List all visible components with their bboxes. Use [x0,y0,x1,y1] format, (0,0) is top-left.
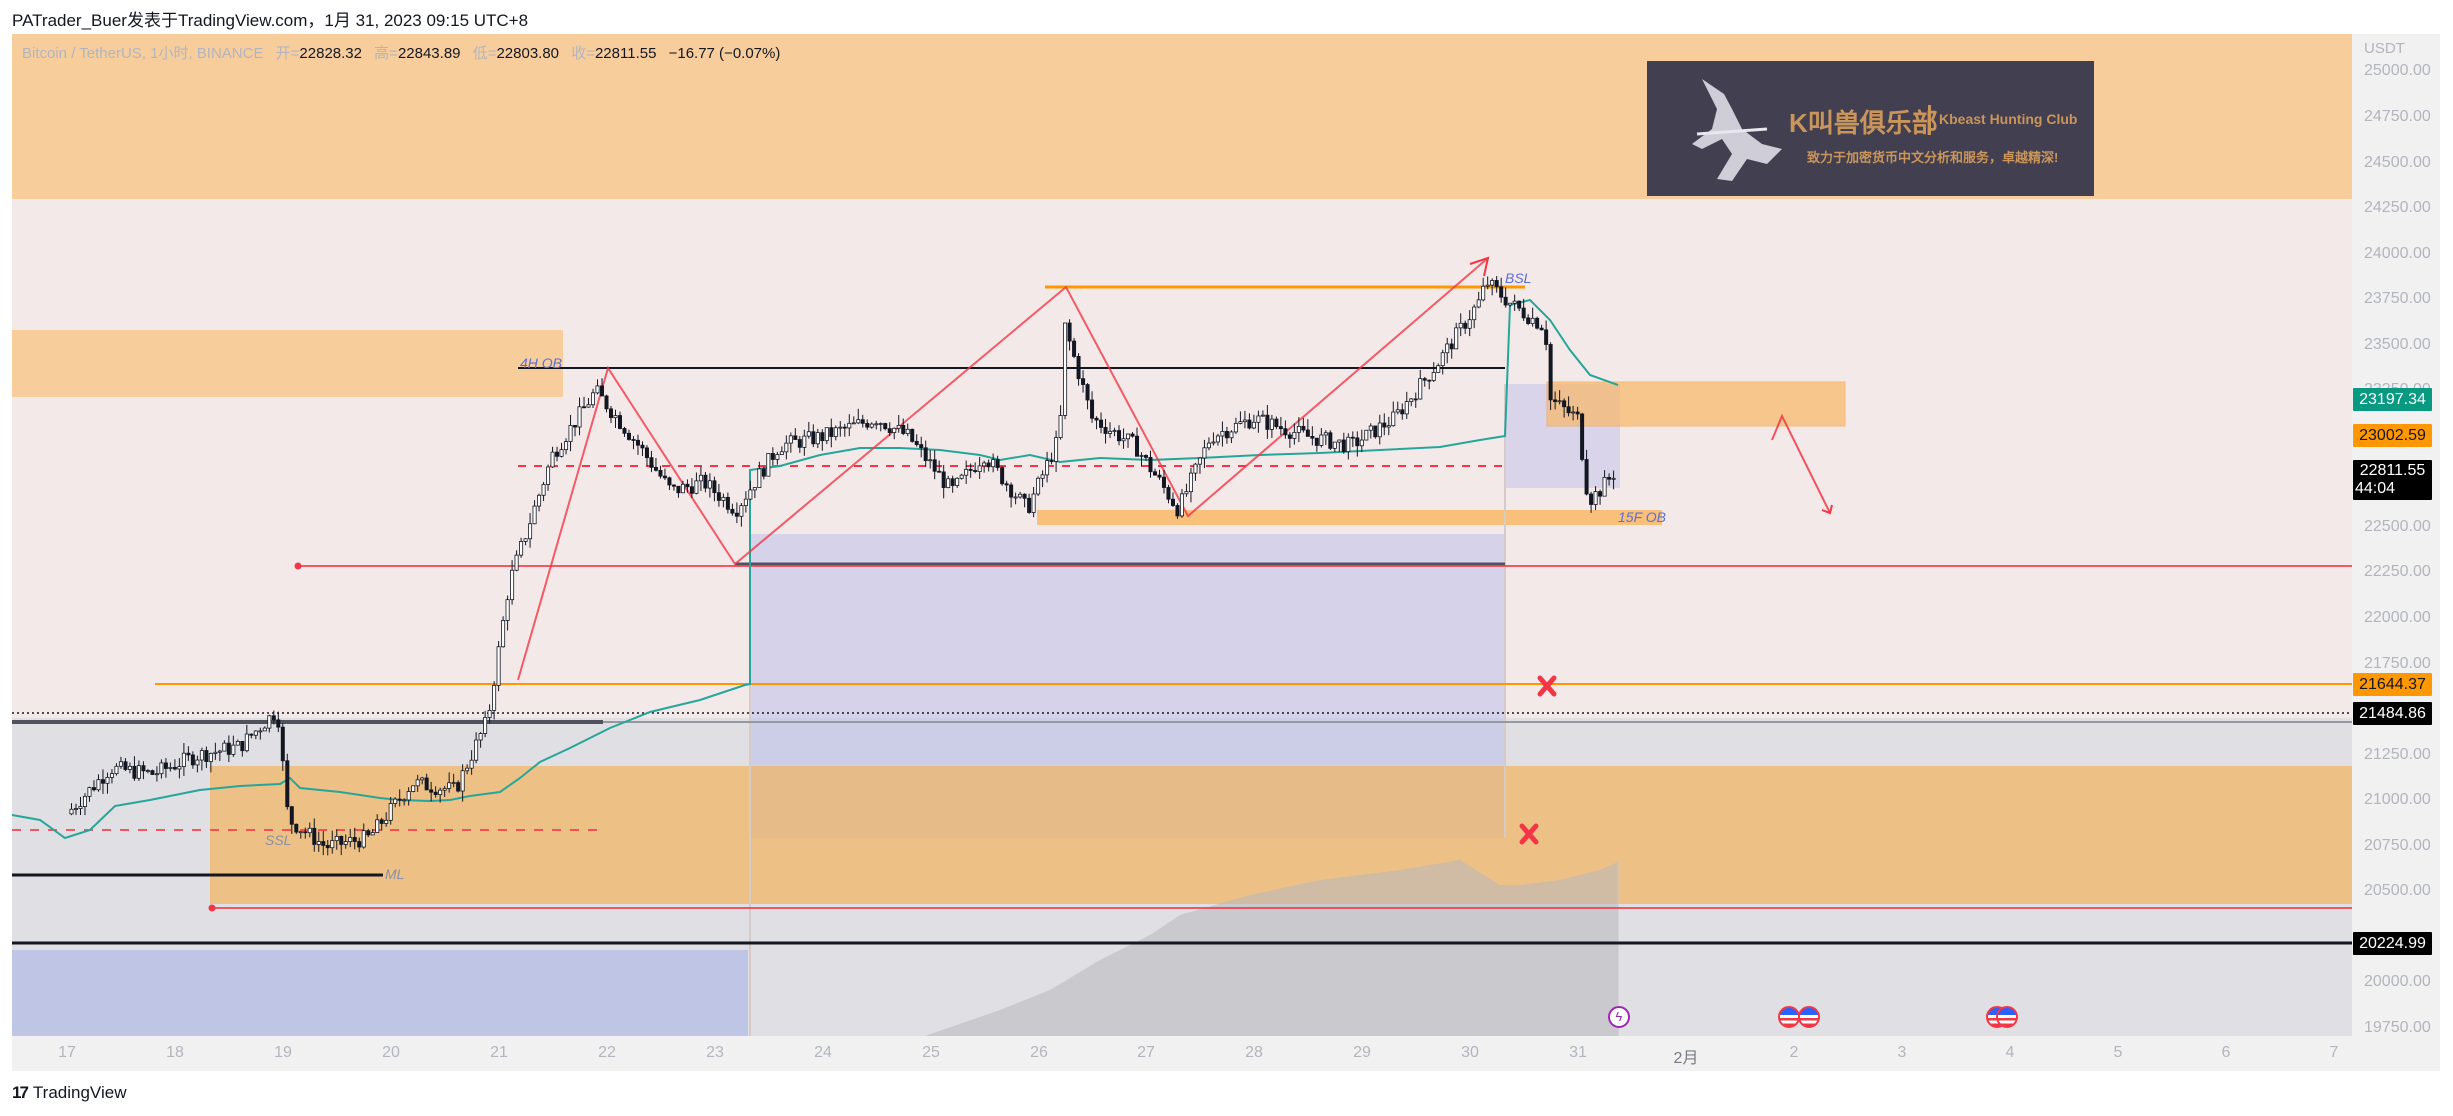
tradingview-brand: 17 TradingView [12,1083,126,1103]
high-value: 22843.89 [397,45,461,62]
publish-info: PATrader_Buer发表于TradingView.com，1月 31, 2… [12,11,529,30]
label-15f-ob: 15F OB [1618,509,1666,525]
price-tag-20224: 20224.99 [2353,932,2432,955]
volume-profile-area [925,860,1618,1036]
low-value: 22803.80 [496,45,560,62]
x-mark-lower [1519,823,1539,845]
event-us-flag-icon[interactable] [1996,1006,2018,1028]
open-value: 22828.32 [299,45,362,62]
price-unit: USDT [2364,40,2405,57]
label-ml: ML [385,866,405,882]
label-ssl: SSL [265,832,292,848]
change-value: −16.77 (−0.07%) [668,45,781,62]
logo-title-en: Kbeast Hunting Club [1939,111,2078,127]
zone-1h-supply [1546,381,1846,427]
candlestick-series [69,276,1616,856]
blue-left-zone [12,950,748,1036]
zone-4h-ob [12,330,563,397]
club-logo-banner: K叫兽俱乐部 Kbeast Hunting Club 致力于加密货币中文分析和服… [1647,61,2094,196]
brand-name: TradingView [32,1083,127,1102]
ema-line [11,298,1619,840]
price-tag-21484: 21484.86 [2353,702,2432,725]
price-tag-ema: 23197.34 [2353,388,2432,411]
price-tag-23002: 23002.59 [2353,424,2432,447]
label-4h-ob: 4H OB [520,355,563,371]
logo-subtitle: 致力于加密货币中文分析和服务，卓越精深! [1807,150,2059,165]
bar-countdown: 44:04 [2355,480,2396,497]
logo-separator [1928,105,1931,135]
time-axis-bg [12,1036,2352,1071]
event-us-flag-icon[interactable] [1798,1006,1820,1028]
tradingview-logo-icon: 17 [12,1083,29,1102]
price-tag-last: 22811.55 44:04 [2353,460,2432,500]
event-bolt-icon[interactable]: ϟ [1608,1006,1630,1028]
label-bsl: BSL [1505,270,1532,286]
price-tag-21644: 21644.37 [2353,673,2432,696]
event-us-flag-icon[interactable] [1778,1006,1800,1028]
symbol-legend: Bitcoin / TetherUS, 1小时, BINANCE 开=22828… [22,45,781,62]
logo-title-cn: K叫兽俱乐部 [1789,108,1938,138]
close-value: 22811.55 [594,45,657,62]
symbol-name: Bitcoin / TetherUS, 1小时, BINANCE [22,45,264,62]
price-axis-bg [2352,34,2440,1071]
zone-15f-ob [1037,510,1662,525]
demand-zone [210,766,2352,904]
hunter-icon [1692,79,1782,181]
zigzag-arrow-head [1469,256,1490,277]
projection-arrow [1771,413,1831,514]
x-mark-upper [1537,675,1557,697]
